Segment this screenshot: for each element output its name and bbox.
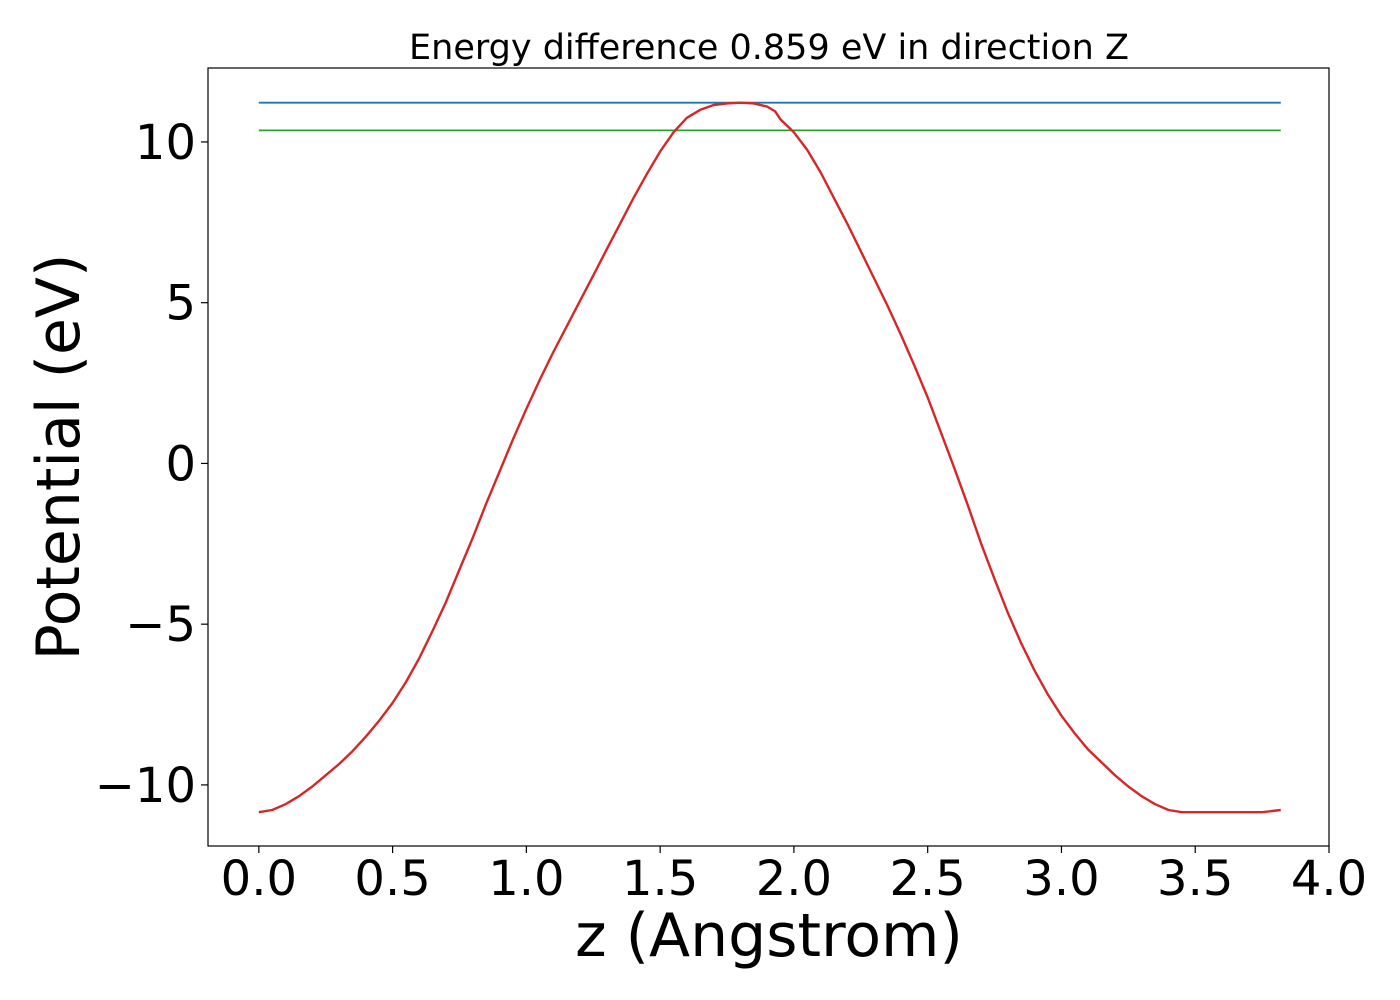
x-tick-label: 2.5 (890, 851, 966, 907)
x-tick-label: 2.0 (756, 851, 832, 907)
y-axis-label: Potential (eV) (24, 254, 94, 661)
y-tick-label: 10 (135, 115, 196, 171)
x-tick-label: 0.0 (221, 851, 297, 907)
chart-title: Energy difference 0.859 eV in direction … (409, 28, 1129, 68)
y-tick-label: −5 (125, 597, 196, 653)
x-tick-label: 0.5 (354, 851, 430, 907)
series-layer (258, 101, 1281, 814)
y-axis: −10 −5 0 5 10 (95, 115, 208, 814)
y-tick-label: 5 (165, 276, 196, 332)
x-tick-label: 4.0 (1291, 851, 1367, 907)
series-line-3 (258, 101, 1281, 814)
x-axis: 0.0 0.5 1.0 1.5 2.0 2.5 3.0 3.5 4.0 (221, 846, 1367, 907)
x-tick-label: 3.0 (1023, 851, 1099, 907)
y-tick-label: −10 (95, 758, 196, 814)
y-tick-label: 0 (165, 436, 196, 492)
x-tick-label: 3.5 (1157, 851, 1233, 907)
x-tick-label: 1.0 (488, 851, 564, 907)
plot-frame (207, 67, 1330, 847)
x-tick-label: 1.5 (622, 851, 698, 907)
x-axis-label: z (Angstrom) (575, 901, 963, 971)
